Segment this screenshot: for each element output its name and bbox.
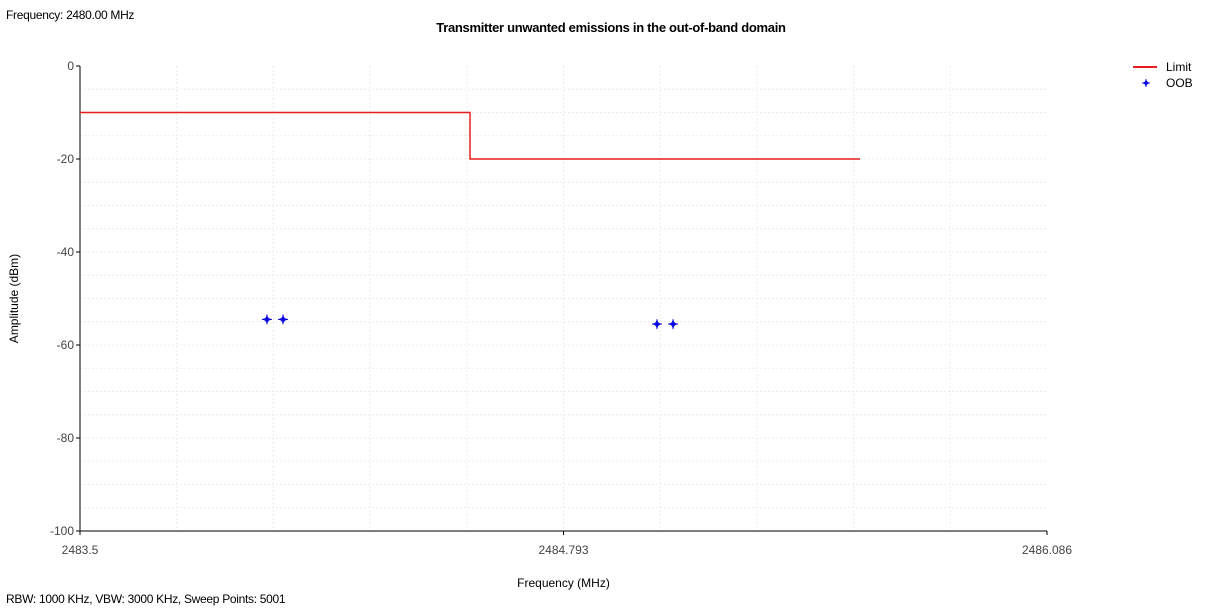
y-tick-label: 0 — [67, 59, 74, 73]
chart-grid — [80, 66, 1047, 531]
legend-swatch-oob — [1141, 78, 1151, 88]
y-axis-label: Amplitude (dBm) — [7, 254, 21, 343]
y-tick-label: -100 — [50, 524, 74, 538]
y-tick-label: -40 — [57, 245, 75, 259]
y-tick-label: -80 — [57, 431, 75, 445]
data-point-oob — [261, 314, 272, 325]
legend-label-limit: Limit — [1166, 60, 1192, 74]
frequency-readout: Frequency: 2480.00 MHz — [6, 8, 135, 22]
chart-ticks: 0 -20 -40 -60 -80 -100 2483.5 2484.793 2486.086 — [50, 59, 1072, 557]
chart-legend: Limit OOB — [1133, 60, 1193, 90]
y-tick-label: -20 — [57, 152, 75, 166]
x-axis-label: Frequency (MHz) — [517, 576, 610, 590]
x-tick-label: 2486.086 — [1022, 543, 1072, 557]
x-tick-label: 2483.5 — [62, 543, 99, 557]
series-line-limit — [80, 111, 861, 160]
y-tick-label: -60 — [57, 338, 75, 352]
data-point-oob — [651, 319, 663, 330]
measurement-settings: RBW: 1000 KHz, VBW: 3000 KHz, Sweep Poin… — [6, 592, 286, 606]
legend-label-oob: OOB — [1166, 76, 1193, 90]
x-tick-label: 2484.793 — [538, 543, 588, 557]
chart-series — [80, 111, 861, 330]
data-point-oob — [278, 314, 289, 325]
chart-title: Transmitter unwanted emissions in the ou… — [436, 20, 786, 35]
data-point-oob — [668, 319, 679, 330]
